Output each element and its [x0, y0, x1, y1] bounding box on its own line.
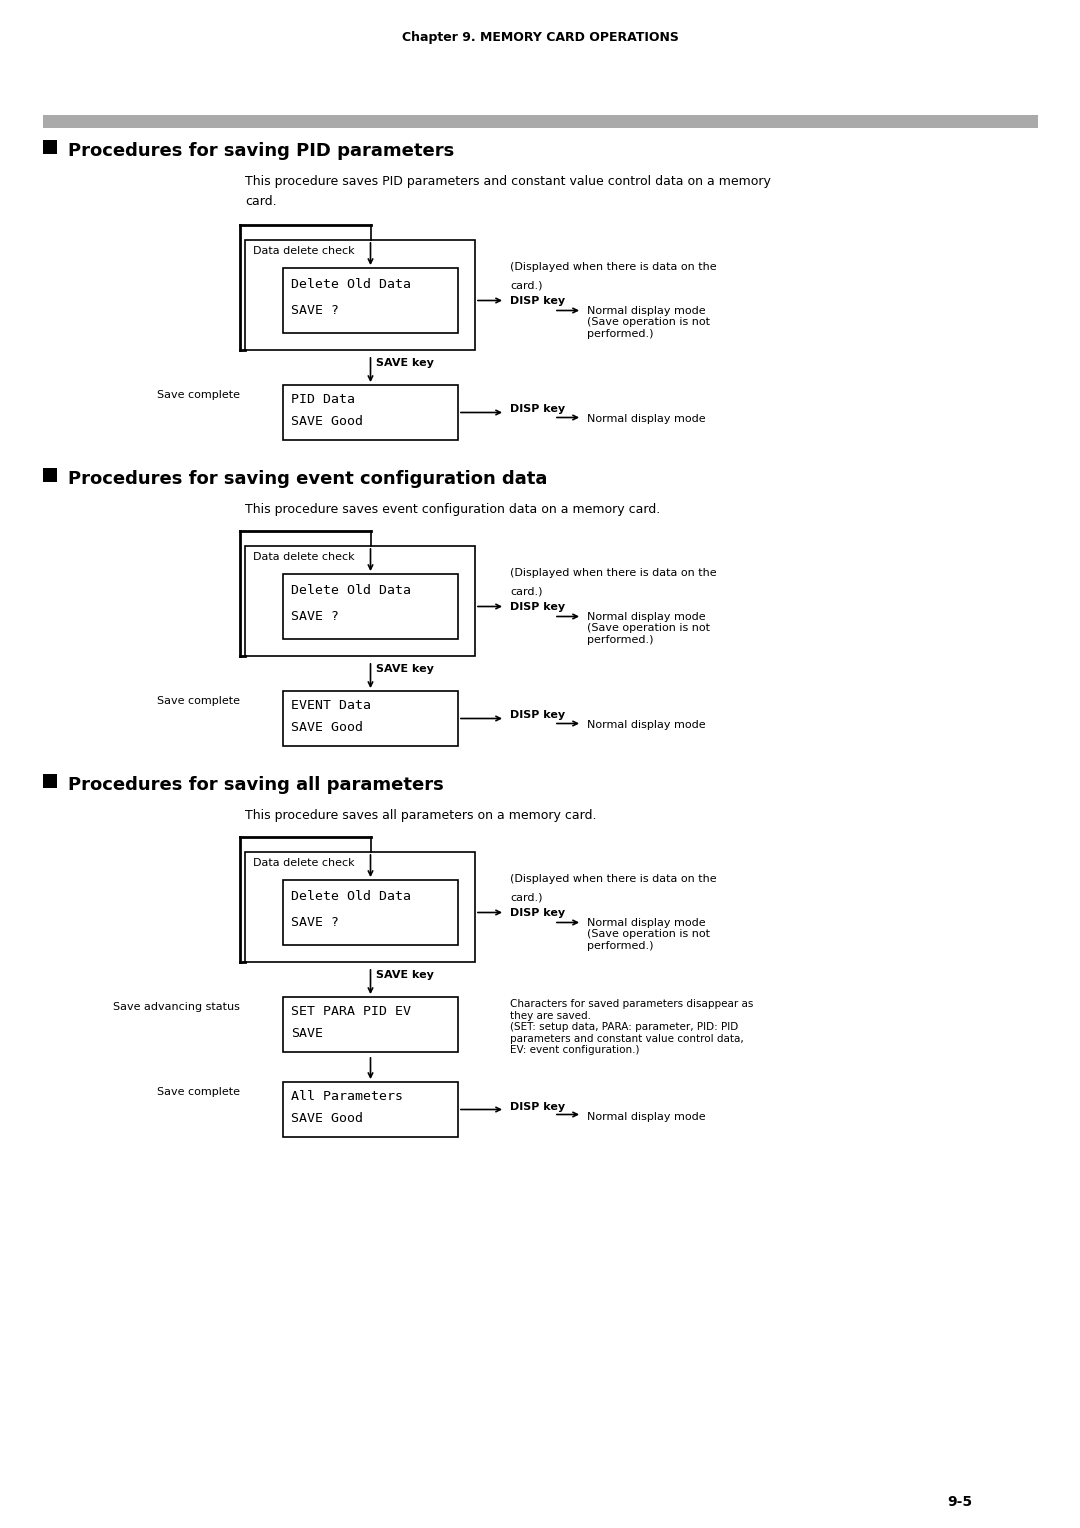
Text: Data delete check: Data delete check	[253, 246, 354, 257]
Text: Data delete check: Data delete check	[253, 552, 354, 562]
Bar	[43, 115, 1038, 128]
Text: SAVE key: SAVE key	[376, 970, 433, 979]
Text: Delete Old Data: Delete Old Data	[291, 278, 411, 290]
Text: (Displayed when there is data on the: (Displayed when there is data on the	[510, 568, 717, 579]
Text: Data delete check: Data delete check	[253, 859, 354, 868]
Text: Save complete: Save complete	[157, 695, 240, 706]
Text: SAVE ?: SAVE ?	[291, 610, 339, 623]
Text: Procedures for saving all parameters: Procedures for saving all parameters	[68, 776, 444, 795]
Text: SAVE: SAVE	[291, 1027, 323, 1041]
Text: SAVE Good: SAVE Good	[291, 721, 363, 733]
Text: SAVE Good: SAVE Good	[291, 416, 363, 428]
Text: Chapter 9. MEMORY CARD OPERATIONS: Chapter 9. MEMORY CARD OPERATIONS	[402, 32, 678, 44]
Text: Normal display mode: Normal display mode	[588, 1111, 705, 1122]
Text: (Displayed when there is data on the: (Displayed when there is data on the	[510, 263, 717, 272]
Text: This procedure saves PID parameters and constant value control data on a memory: This procedure saves PID parameters and …	[245, 176, 771, 188]
Bar	[283, 267, 458, 333]
Text: card.): card.)	[510, 892, 542, 903]
Text: SAVE key: SAVE key	[376, 665, 433, 674]
Text: Characters for saved parameters disappear as
they are saved.
(SET: setup data, P: Characters for saved parameters disappea…	[510, 999, 754, 1056]
Bar	[43, 468, 57, 481]
Bar	[245, 240, 475, 350]
Text: Save complete: Save complete	[157, 1086, 240, 1097]
Text: card.: card.	[245, 196, 276, 208]
Text: DISP key: DISP key	[510, 405, 565, 414]
Text: Save complete: Save complete	[157, 390, 240, 400]
Text: SAVE Good: SAVE Good	[291, 1112, 363, 1125]
Text: Delete Old Data: Delete Old Data	[291, 584, 411, 597]
Text: Procedures for saving PID parameters: Procedures for saving PID parameters	[68, 142, 455, 160]
Text: Normal display mode: Normal display mode	[588, 721, 705, 730]
Bar	[245, 853, 475, 963]
Bar	[283, 996, 458, 1051]
Text: Delete Old Data: Delete Old Data	[291, 889, 411, 903]
Text: All Parameters: All Parameters	[291, 1089, 403, 1103]
Text: SAVE key: SAVE key	[376, 358, 433, 368]
Text: This procedure saves event configuration data on a memory card.: This procedure saves event configuration…	[245, 503, 660, 516]
Text: SAVE ?: SAVE ?	[291, 304, 339, 316]
Text: DISP key: DISP key	[510, 711, 565, 721]
Bar	[283, 575, 458, 639]
Text: card.): card.)	[510, 587, 542, 596]
Bar	[283, 385, 458, 440]
Bar	[43, 775, 57, 788]
Text: Procedures for saving event configuration data: Procedures for saving event configuratio…	[68, 471, 548, 487]
Bar	[283, 1082, 458, 1137]
Text: Normal display mode
(Save operation is not
performed.): Normal display mode (Save operation is n…	[588, 611, 710, 645]
Text: DISP key: DISP key	[510, 295, 565, 306]
Text: Normal display mode
(Save operation is not
performed.): Normal display mode (Save operation is n…	[588, 306, 710, 339]
Text: EVENT Data: EVENT Data	[291, 698, 372, 712]
Text: Normal display mode: Normal display mode	[588, 414, 705, 425]
Text: Save advancing status: Save advancing status	[113, 1002, 240, 1012]
Text: PID Data: PID Data	[291, 393, 355, 406]
Text: SAVE ?: SAVE ?	[291, 915, 339, 929]
Text: (Displayed when there is data on the: (Displayed when there is data on the	[510, 874, 717, 885]
Text: card.): card.)	[510, 281, 542, 290]
Text: SET PARA PID EV: SET PARA PID EV	[291, 1005, 411, 1018]
Bar	[283, 880, 458, 944]
Text: 9-5: 9-5	[947, 1494, 973, 1510]
Bar	[245, 545, 475, 656]
Text: DISP key: DISP key	[510, 908, 565, 917]
Bar	[283, 691, 458, 746]
Text: This procedure saves all parameters on a memory card.: This procedure saves all parameters on a…	[245, 808, 596, 822]
Text: Normal display mode
(Save operation is not
performed.): Normal display mode (Save operation is n…	[588, 917, 710, 950]
Text: DISP key: DISP key	[510, 1102, 565, 1111]
Text: DISP key: DISP key	[510, 602, 565, 611]
Bar	[43, 141, 57, 154]
